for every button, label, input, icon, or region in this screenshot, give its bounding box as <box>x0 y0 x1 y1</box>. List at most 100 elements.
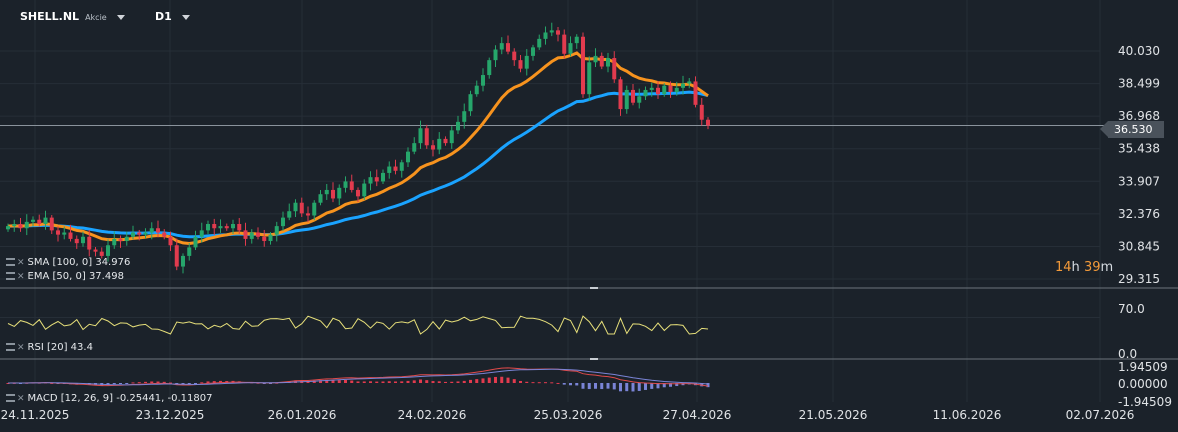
settings-icon[interactable] <box>6 394 15 402</box>
candle <box>449 126 454 149</box>
ema-legend[interactable]: ✕ EMA [50, 0] 37.498 <box>6 271 124 282</box>
macd-histogram-bar <box>356 381 360 383</box>
macd-histogram-bar <box>500 376 504 383</box>
candle <box>312 200 317 221</box>
y-tick-label: 36.968 <box>1118 109 1160 123</box>
candle <box>581 32 585 98</box>
settings-icon[interactable] <box>6 272 15 280</box>
candle <box>506 35 510 55</box>
candle <box>12 219 17 232</box>
candle <box>418 120 423 149</box>
candle <box>499 37 504 55</box>
macd-histogram-bar <box>344 379 347 383</box>
candle-body <box>699 104 704 120</box>
close-icon[interactable]: ✕ <box>17 394 25 404</box>
candle <box>493 45 498 67</box>
rsi-legend[interactable]: ✕ RSI [20] 43.4 <box>6 342 93 353</box>
candle-body <box>568 43 573 54</box>
y-tick-label: 35.438 <box>1118 142 1160 156</box>
candle <box>324 183 329 200</box>
candle-body <box>106 245 110 256</box>
close-icon[interactable]: ✕ <box>17 258 25 268</box>
candle-body <box>274 226 279 235</box>
close-icon[interactable]: ✕ <box>17 343 25 353</box>
candle-body <box>49 217 54 231</box>
rsi-tick-label: 70.0 <box>1118 302 1145 316</box>
macd-histogram-bar <box>194 383 197 384</box>
candle-body <box>31 219 35 222</box>
candle-body <box>212 223 217 229</box>
macd-histogram-bar <box>662 383 666 388</box>
y-tick-label: 40.030 <box>1118 44 1160 58</box>
candle <box>562 29 567 59</box>
close-icon[interactable]: ✕ <box>17 272 25 282</box>
candle-body <box>118 238 123 242</box>
candle <box>206 220 210 234</box>
candle <box>112 231 117 249</box>
macd-histogram-bar <box>106 383 110 386</box>
candle <box>274 221 279 242</box>
candle <box>43 210 48 230</box>
settings-icon[interactable] <box>6 343 15 351</box>
macd-histogram-bar <box>456 381 460 383</box>
candle <box>31 216 35 227</box>
candle <box>181 253 185 274</box>
candle-body <box>243 230 248 239</box>
candle <box>356 187 360 203</box>
candle-body <box>681 83 685 88</box>
x-tick-label: 02.07.2026 <box>1066 408 1135 422</box>
macd-histogram-bar <box>437 381 441 383</box>
macd-histogram-bar <box>137 382 141 384</box>
timeframe-label: D1 <box>155 10 172 23</box>
candle <box>237 218 242 234</box>
candle-body <box>612 58 617 80</box>
macd-histogram-bar <box>675 383 679 387</box>
macd-histogram-bar <box>462 380 466 383</box>
candle <box>306 206 310 223</box>
candle-body <box>499 43 504 50</box>
candle-body <box>68 232 73 239</box>
sma-legend[interactable]: ✕ SMA [100, 0] 34.976 <box>6 257 130 268</box>
macd-signal-line <box>8 368 709 386</box>
macd-histogram-bar <box>469 379 472 383</box>
candle <box>599 52 604 70</box>
macd-histogram-bar <box>162 381 166 383</box>
symbol-name: SHELL.NL <box>20 10 80 23</box>
macd-histogram-bar <box>331 380 335 383</box>
candle-body <box>524 55 529 69</box>
y-tick-label: 38.499 <box>1118 77 1160 91</box>
candle-body <box>249 232 254 239</box>
candle-body <box>343 181 348 188</box>
candle-body <box>237 223 242 231</box>
candle-body <box>143 232 148 235</box>
macd-histogram-bar <box>431 381 435 383</box>
candle-body <box>362 183 367 197</box>
candle-body <box>424 128 429 146</box>
macd-legend[interactable]: ✕ MACD [12, 26, 9] -0.25441, -0.11807 <box>6 393 213 404</box>
candle-body <box>6 226 10 230</box>
macd-histogram-bar <box>187 383 191 385</box>
candle <box>674 81 679 96</box>
candle <box>381 169 385 184</box>
candle <box>618 76 623 116</box>
candle-body <box>543 32 548 39</box>
candle-body <box>649 87 654 90</box>
settings-icon[interactable] <box>6 258 15 266</box>
panel-resize-handle <box>590 358 598 360</box>
candle-body <box>381 172 385 182</box>
macd-histogram-bar <box>362 381 366 383</box>
macd-histogram-bar <box>494 376 497 383</box>
candle-body <box>206 223 210 231</box>
timeframe-selector[interactable]: D1 <box>155 10 190 23</box>
candle-body <box>662 85 667 95</box>
candle <box>6 223 10 232</box>
macd-histogram-bar <box>581 383 585 389</box>
candle-body <box>12 223 17 227</box>
candle <box>156 220 160 238</box>
candle-timer: 14h 39m <box>1055 260 1114 275</box>
current-price-tag: 36.530 <box>1100 121 1164 138</box>
candle <box>481 68 485 92</box>
candle <box>212 218 217 236</box>
symbol-selector[interactable]: SHELL.NL Akcie <box>20 10 125 23</box>
